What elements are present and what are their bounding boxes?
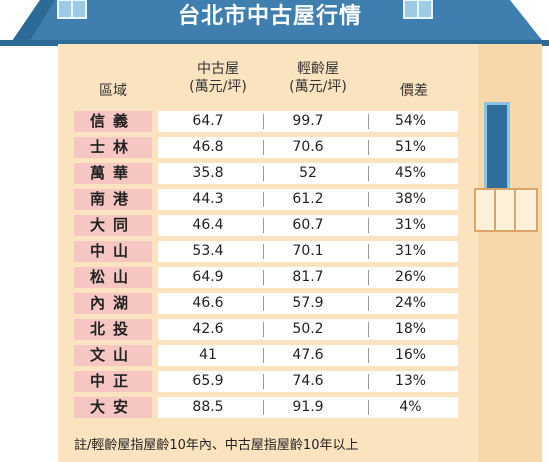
old-price-cell: 35.8 [192, 165, 224, 181]
old-price-cell: 42.6 [192, 321, 224, 337]
old-price-cell: 41 [199, 347, 217, 363]
table-row: 松山 64.9 81.7 26% [74, 267, 464, 288]
header-region-label: 區域 [99, 83, 127, 99]
region-cell: 北投 [74, 319, 152, 340]
gap-cell: 24% [394, 295, 427, 311]
new-price-cell: 57.9 [292, 295, 324, 311]
header-old-house-label: 中古屋 [197, 61, 239, 77]
region-cell: 士林 [74, 137, 152, 158]
roof-graphic [0, 0, 549, 46]
old-price-cell: 46.6 [192, 295, 224, 311]
region-cell: 中正 [74, 371, 152, 392]
new-price-cell: 70.1 [292, 243, 324, 259]
gap-cell: 18% [394, 321, 427, 337]
region-cell: 南港 [74, 189, 152, 210]
header-old-house-unit: (萬元/坪) [189, 79, 247, 95]
table-row: 中正 65.9 74.6 13% [74, 371, 464, 392]
gap-cell: 38% [394, 191, 427, 207]
header-gap-label: 價差 [400, 83, 428, 99]
header-new-house-unit: (萬元/坪) [289, 79, 347, 95]
new-price-cell: 91.9 [292, 399, 324, 415]
region-cell: 中山 [74, 241, 152, 262]
table-row: 北投 42.6 50.2 18% [74, 319, 464, 340]
region-cell: 信義 [74, 111, 152, 132]
table-row: 南港 44.3 61.2 38% [74, 189, 464, 210]
footnote: 註/輕齡屋指屋齡10年內、中古屋指屋齡10年以上 [74, 438, 359, 453]
old-price-cell: 65.9 [192, 373, 224, 389]
new-price-cell: 61.2 [292, 191, 324, 207]
gap-cell: 13% [394, 373, 427, 389]
region-cell: 松山 [74, 267, 152, 288]
region-cell: 萬華 [74, 163, 152, 184]
header-gap: 價差 [374, 82, 454, 128]
gap-cell: 31% [394, 243, 427, 259]
gap-cell: 16% [394, 347, 427, 363]
old-price-cell: 46.4 [192, 217, 224, 233]
old-price-cell: 44.3 [192, 191, 224, 207]
table-row: 內湖 46.6 57.9 24% [74, 293, 464, 314]
table-row: 士林 46.8 70.6 51% [74, 137, 464, 158]
table-row: 文山 41 47.6 16% [74, 345, 464, 366]
region-cell: 內湖 [74, 293, 152, 314]
header-region: 區域 [74, 82, 152, 128]
new-price-cell: 60.7 [292, 217, 324, 233]
old-price-cell: 88.5 [192, 399, 224, 415]
region-cell: 大安 [74, 397, 152, 418]
header-new-house: 輕齡屋 (萬元/坪) [268, 60, 368, 106]
new-price-cell: 47.6 [292, 347, 324, 363]
new-price-cell: 81.7 [292, 269, 324, 285]
table-row: 大安 88.5 91.9 4% [74, 397, 464, 418]
old-price-cell: 64.7 [192, 113, 224, 129]
new-price-cell: 52 [299, 165, 317, 181]
new-price-cell: 99.7 [292, 113, 324, 129]
balcony [474, 188, 538, 232]
region-cell: 文山 [74, 345, 152, 366]
old-price-cell: 53.4 [192, 243, 224, 259]
old-price-cell: 64.9 [192, 269, 224, 285]
gap-cell: 45% [394, 165, 427, 181]
gap-cell: 51% [394, 139, 427, 155]
table-row: 萬華 35.8 52 45% [74, 163, 464, 184]
side-window [484, 102, 510, 196]
header-new-house-label: 輕齡屋 [297, 61, 339, 77]
old-price-cell: 46.8 [192, 139, 224, 155]
region-cell: 大同 [74, 215, 152, 236]
gap-cell: 26% [394, 269, 427, 285]
table-row: 大同 46.4 60.7 31% [74, 215, 464, 236]
page-title: 台北市中古屋行情 [177, 4, 362, 29]
gap-cell: 54% [394, 113, 427, 129]
new-price-cell: 50.2 [292, 321, 324, 337]
table-row: 中山 53.4 70.1 31% [74, 241, 464, 262]
table-row: 信義 64.7 99.7 54% [74, 111, 464, 132]
gap-cell: 31% [394, 217, 427, 233]
header-old-house: 中古屋 (萬元/坪) [168, 60, 268, 106]
gap-cell: 4% [399, 399, 422, 415]
new-price-cell: 74.6 [292, 373, 324, 389]
new-price-cell: 70.6 [292, 139, 324, 155]
